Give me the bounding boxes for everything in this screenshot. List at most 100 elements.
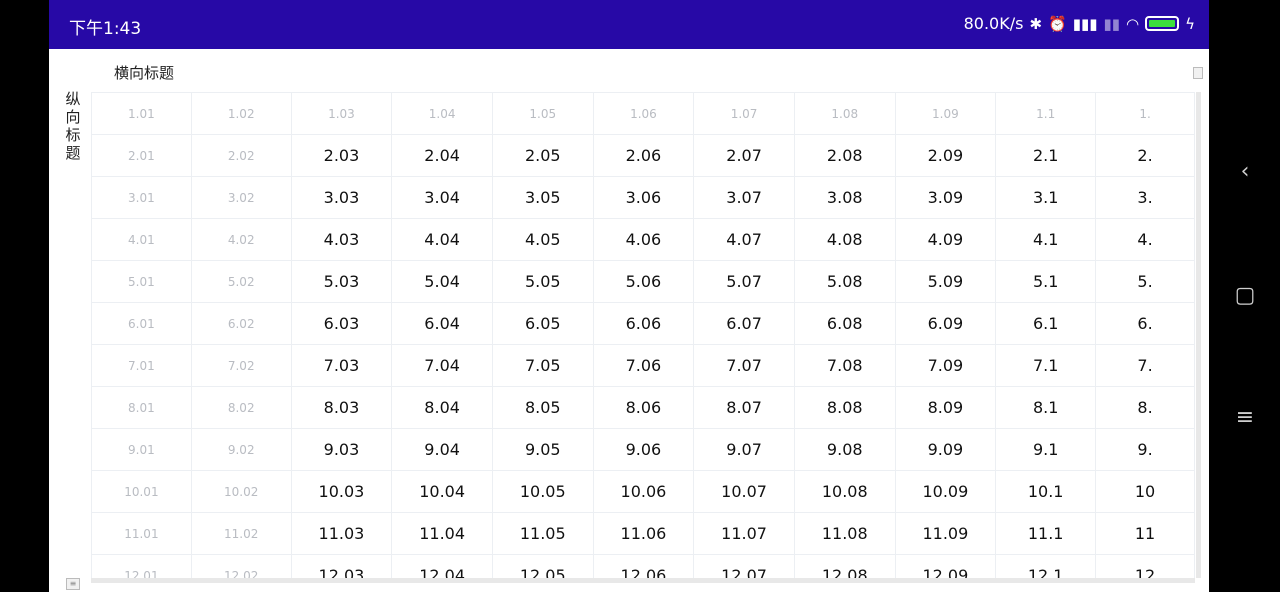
table-cell[interactable]: 3.09 bbox=[894, 176, 997, 219]
table-cell[interactable]: 3. bbox=[1095, 176, 1195, 219]
table-cell[interactable]: 8.01 bbox=[91, 386, 192, 429]
table-cell[interactable]: 1.07 bbox=[693, 92, 795, 135]
table-cell[interactable]: 3.1 bbox=[995, 176, 1097, 219]
table-cell[interactable]: 6.01 bbox=[91, 302, 192, 345]
table-cell[interactable]: 10.07 bbox=[693, 470, 795, 513]
table-cell[interactable]: 7.09 bbox=[894, 344, 997, 387]
table-cell[interactable]: 7.08 bbox=[793, 344, 896, 387]
table-cell[interactable]: 11.07 bbox=[693, 512, 795, 555]
table-cell[interactable]: 4.07 bbox=[693, 218, 795, 261]
table-cell[interactable]: 9.08 bbox=[793, 428, 896, 471]
table-cell[interactable]: 2.02 bbox=[190, 134, 292, 177]
table-cell[interactable]: 3.03 bbox=[290, 176, 393, 219]
table-cell[interactable]: 8.04 bbox=[391, 386, 493, 429]
table-cell[interactable]: 5.07 bbox=[693, 260, 795, 303]
table-cell[interactable]: 9.05 bbox=[491, 428, 594, 471]
table-cell[interactable]: 3.06 bbox=[592, 176, 695, 219]
table-cell[interactable]: 1.05 bbox=[491, 92, 594, 135]
table-cell[interactable]: 11.03 bbox=[290, 512, 393, 555]
horizontal-scrollbar[interactable] bbox=[91, 578, 1195, 583]
table-cell[interactable]: 12 bbox=[1095, 554, 1195, 578]
table-cell[interactable]: 11.08 bbox=[793, 512, 896, 555]
table-cell[interactable]: 4.08 bbox=[793, 218, 896, 261]
table-cell[interactable]: 6.02 bbox=[190, 302, 292, 345]
table-cell[interactable]: 1.04 bbox=[391, 92, 493, 135]
table-cell[interactable]: 1.06 bbox=[592, 92, 695, 135]
data-table[interactable]: 1.01 1.02 1.03 1.04 1.05 1.06 1.07 1.08 1.09 1.1 1… bbox=[91, 92, 1195, 578]
table-cell[interactable]: 2.08 bbox=[793, 134, 896, 177]
table-cell[interactable]: 10.1 bbox=[995, 470, 1097, 513]
back-chevron-icon[interactable]: ‹ bbox=[1240, 159, 1250, 184]
table-cell[interactable]: 5. bbox=[1095, 260, 1195, 303]
table-cell[interactable]: 10.02 bbox=[190, 470, 292, 513]
table-cell[interactable]: 2.09 bbox=[894, 134, 997, 177]
table-cell[interactable]: 5.06 bbox=[592, 260, 695, 303]
menu-lines-icon[interactable]: ≡ bbox=[1235, 405, 1255, 430]
table-cell[interactable]: 8.03 bbox=[290, 386, 393, 429]
table-cell[interactable]: 5.1 bbox=[995, 260, 1097, 303]
table-cell[interactable]: 6. bbox=[1095, 302, 1195, 345]
table-cell[interactable]: 12.09 bbox=[894, 554, 997, 578]
table-cell[interactable]: 6.09 bbox=[894, 302, 997, 345]
table-cell[interactable]: 12.04 bbox=[391, 554, 493, 578]
table-cell[interactable]: 5.04 bbox=[391, 260, 493, 303]
table-cell[interactable]: 6.1 bbox=[995, 302, 1097, 345]
table-cell[interactable]: 11.06 bbox=[592, 512, 695, 555]
table-cell[interactable]: 6.04 bbox=[391, 302, 493, 345]
table-cell[interactable]: 9.09 bbox=[894, 428, 997, 471]
table-cell[interactable]: 10.08 bbox=[793, 470, 896, 513]
vertical-scrollbar[interactable] bbox=[1196, 92, 1201, 578]
table-cell[interactable]: 7.05 bbox=[491, 344, 594, 387]
scroll-corner-bottom-icon[interactable]: ≡ bbox=[66, 578, 80, 590]
table-cell[interactable]: 6.06 bbox=[592, 302, 695, 345]
table-cell[interactable]: 5.08 bbox=[793, 260, 896, 303]
table-cell[interactable]: 10.04 bbox=[391, 470, 493, 513]
table-cell[interactable]: 12.03 bbox=[290, 554, 393, 578]
table-cell[interactable]: 1. bbox=[1095, 92, 1195, 135]
table-cell[interactable]: 4.06 bbox=[592, 218, 695, 261]
table-cell[interactable]: 7.1 bbox=[995, 344, 1097, 387]
table-cell[interactable]: 11.09 bbox=[894, 512, 997, 555]
table-cell[interactable]: 11.05 bbox=[491, 512, 594, 555]
table-cell[interactable]: 2.07 bbox=[693, 134, 795, 177]
table-cell[interactable]: 8.09 bbox=[894, 386, 997, 429]
table-cell[interactable]: 10 bbox=[1095, 470, 1195, 513]
table-cell[interactable]: 10.01 bbox=[91, 470, 192, 513]
scroll-corner-icon[interactable] bbox=[1193, 67, 1203, 79]
table-cell[interactable]: 6.03 bbox=[290, 302, 393, 345]
table-cell[interactable]: 4.01 bbox=[91, 218, 192, 261]
table-cell[interactable]: 12.08 bbox=[793, 554, 896, 578]
table-cell[interactable]: 8. bbox=[1095, 386, 1195, 429]
table-cell[interactable]: 12.02 bbox=[190, 554, 292, 578]
table-cell[interactable]: 7.06 bbox=[592, 344, 695, 387]
table-cell[interactable]: 3.04 bbox=[391, 176, 493, 219]
table-cell[interactable]: 3.01 bbox=[91, 176, 192, 219]
table-cell[interactable]: 9.06 bbox=[592, 428, 695, 471]
table-cell[interactable]: 4. bbox=[1095, 218, 1195, 261]
table-cell[interactable]: 12.1 bbox=[995, 554, 1097, 578]
table-cell[interactable]: 7.04 bbox=[391, 344, 493, 387]
table-cell[interactable]: 2.06 bbox=[592, 134, 695, 177]
table-cell[interactable]: 10.09 bbox=[894, 470, 997, 513]
table-cell[interactable]: 7.07 bbox=[693, 344, 795, 387]
table-cell[interactable]: 10.06 bbox=[592, 470, 695, 513]
table-cell[interactable]: 5.01 bbox=[91, 260, 192, 303]
table-cell[interactable]: 9. bbox=[1095, 428, 1195, 471]
table-cell[interactable]: 12.05 bbox=[491, 554, 594, 578]
table-cell[interactable]: 7.01 bbox=[91, 344, 192, 387]
table-cell[interactable]: 1.01 bbox=[91, 92, 192, 135]
table-cell[interactable]: 8.06 bbox=[592, 386, 695, 429]
table-cell[interactable]: 11.02 bbox=[190, 512, 292, 555]
table-cell[interactable]: 9.03 bbox=[290, 428, 393, 471]
table-cell[interactable]: 11 bbox=[1095, 512, 1195, 555]
table-cell[interactable]: 1.08 bbox=[793, 92, 896, 135]
table-cell[interactable]: 4.09 bbox=[894, 218, 997, 261]
table-cell[interactable]: 11.01 bbox=[91, 512, 192, 555]
table-cell[interactable]: 9.04 bbox=[391, 428, 493, 471]
table-cell[interactable]: 6.07 bbox=[693, 302, 795, 345]
table-cell[interactable]: 8.07 bbox=[693, 386, 795, 429]
table-cell[interactable]: 7.02 bbox=[190, 344, 292, 387]
table-cell[interactable]: 3.08 bbox=[793, 176, 896, 219]
table-cell[interactable]: 4.1 bbox=[995, 218, 1097, 261]
table-cell[interactable]: 2.03 bbox=[290, 134, 393, 177]
